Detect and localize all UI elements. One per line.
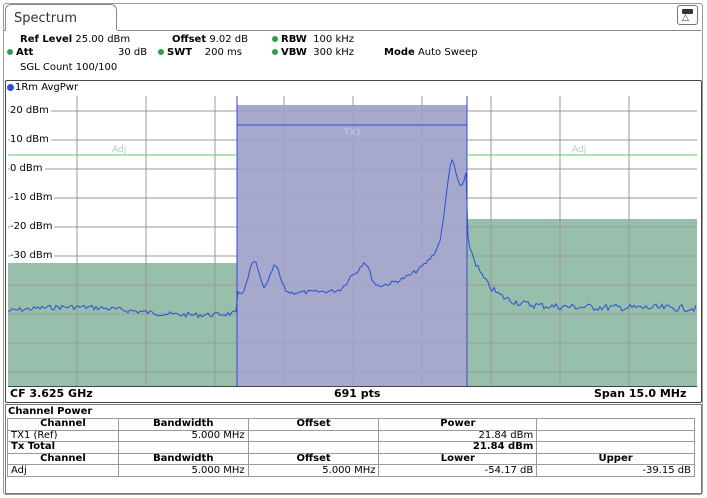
table-row: TX1 (Ref) 5.000 MHz 21.84 dBm: [7, 429, 695, 443]
y-label-20: 20 dBm: [10, 105, 51, 116]
y-label-m10: -10 dBm: [10, 192, 55, 203]
tx-channel-area: [237, 105, 467, 386]
ref-level: Ref Level 25.00 dBm: [20, 34, 131, 45]
tab-spectrum[interactable]: Spectrum: [5, 4, 117, 30]
rbw-indicator-icon: [272, 36, 278, 42]
trace-1: [8, 158, 697, 319]
vbw-indicator-icon: [272, 49, 278, 55]
tab-spectrum-label: Spectrum: [14, 11, 77, 26]
att-value: 30 dB: [118, 47, 148, 58]
channel-power-title: Channel Power: [8, 406, 93, 417]
display-config-icon[interactable]: △: [677, 5, 698, 25]
y-label-m20: -20 dBm: [10, 221, 55, 232]
tab-divider-left: [4, 30, 6, 31]
sgl-count: SGL Count 100/100: [20, 62, 118, 73]
y-label-10: 10 dBm: [10, 134, 51, 145]
att-indicator-icon: [7, 49, 13, 55]
table-row: Adj 5.000 MHz 5.000 MHz -54.17 dB -39.15…: [7, 464, 695, 477]
att: Att: [7, 47, 33, 59]
span: Span 15.0 MHz: [594, 387, 687, 400]
adj-channel-right-area: [467, 219, 697, 386]
table-row: Tx Total 21.84 dBm: [7, 441, 695, 454]
table-header-row: Channel Bandwidth Offset Power: [7, 418, 695, 431]
offset: Offset 9.02 dB: [172, 34, 248, 45]
table-header-row: Channel Bandwidth Offset Lower Upper: [7, 452, 695, 466]
swt: SWT 200 ms: [158, 47, 242, 59]
mode: Mode Auto Sweep: [384, 47, 478, 58]
trace-label: 1Rm AvgPwr: [7, 82, 78, 94]
spectrum-plot[interactable]: [8, 96, 697, 386]
adj-right-label: Adj: [572, 145, 587, 155]
y-label-0: 0 dBm: [10, 163, 45, 174]
rbw: RBW 100 kHz: [272, 34, 354, 46]
tx1-label: TX1: [344, 128, 362, 138]
y-label-m30: -30 dBm: [10, 250, 55, 261]
footer-divider: [8, 386, 697, 387]
swt-indicator-icon: [158, 49, 164, 55]
adj-left-label: Adj: [112, 145, 127, 155]
sweep-points: 691 pts: [334, 387, 381, 400]
tab-divider: [117, 30, 701, 31]
center-frequency: CF 3.625 GHz: [10, 387, 93, 400]
trace-indicator-icon: [7, 83, 14, 91]
vbw: VBW 300 kHz: [272, 47, 354, 59]
adj-channel-left-area: [8, 263, 237, 386]
channel-power-table: Channel Bandwidth Offset Power TX1 (Ref)…: [7, 418, 695, 477]
